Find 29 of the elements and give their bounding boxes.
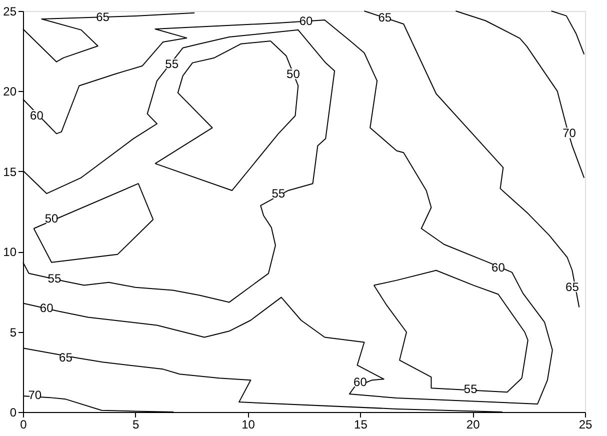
annotation: 50: [44, 212, 59, 226]
annotation: 60: [30, 108, 44, 122]
annotation: 50: [286, 66, 300, 81]
annotation: 55: [48, 271, 62, 286]
y-tick-label: 10: [3, 245, 17, 260]
x-tick-label: 0: [20, 418, 28, 432]
annotation: 55: [272, 186, 286, 201]
y-tick-label: 20: [3, 84, 17, 99]
annotation: 60: [299, 14, 314, 28]
x-tick-label: 15: [354, 418, 368, 432]
x-tick-label: 25: [578, 418, 592, 432]
annotation: 65: [378, 10, 392, 24]
annotation: 70: [28, 388, 42, 402]
y-tick-label: 15: [3, 164, 17, 179]
x-tick-label: 10: [242, 418, 256, 432]
annotation: 60: [492, 260, 506, 274]
annotation: 65: [96, 10, 110, 24]
annotation: 65: [59, 350, 73, 364]
y-tick-label: 25: [3, 4, 17, 18]
annotation: 65: [566, 280, 580, 294]
y-tick-label: 5: [10, 325, 17, 340]
annotation: 55: [165, 56, 179, 71]
annotation: 55: [464, 382, 478, 396]
annotation: 60: [40, 301, 54, 316]
x-tick-label: 20: [466, 418, 480, 432]
annotation: 70: [562, 126, 576, 140]
y-tick-label: 0: [10, 406, 17, 420]
annotation: 60: [354, 375, 368, 390]
x-tick-label: 5: [132, 418, 140, 432]
